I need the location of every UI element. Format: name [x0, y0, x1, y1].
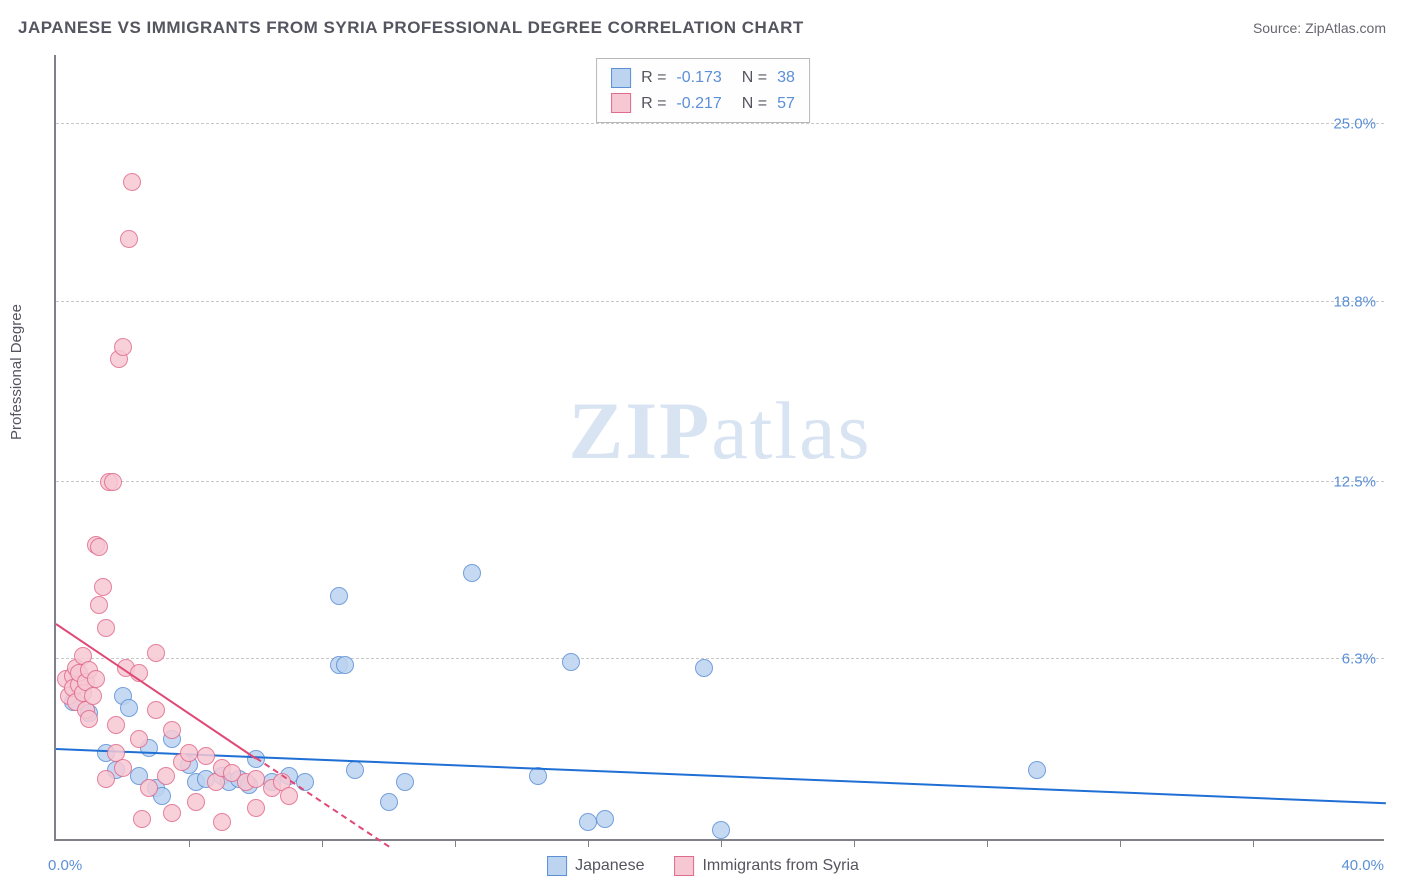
- data-point: [147, 701, 165, 719]
- watermark-rest: atlas: [711, 385, 871, 476]
- plot-area: ZIPatlas 6.3% 12.5% 18.8% 25.0%: [54, 55, 1384, 841]
- data-point: [84, 687, 102, 705]
- data-point: [712, 821, 730, 839]
- x-tick: [1120, 839, 1121, 847]
- legend-r-value: -0.217: [676, 91, 721, 117]
- data-point: [180, 744, 198, 762]
- y-tick-label: 25.0%: [1333, 116, 1376, 133]
- legend-r-label: R =: [641, 65, 666, 91]
- data-point: [140, 779, 158, 797]
- gridline-h: [56, 301, 1384, 302]
- data-point: [114, 338, 132, 356]
- data-point: [123, 173, 141, 191]
- legend-correlation: R = -0.173 N = 38 R = -0.217 N = 57: [596, 58, 810, 123]
- data-point: [330, 587, 348, 605]
- data-point: [1028, 761, 1046, 779]
- gridline-h: [56, 123, 1384, 124]
- y-tick-label: 6.3%: [1342, 650, 1376, 667]
- data-point: [247, 799, 265, 817]
- data-point: [380, 793, 398, 811]
- legend-swatch: [611, 93, 631, 113]
- data-point: [562, 653, 580, 671]
- x-tick: [987, 839, 988, 847]
- data-point: [90, 596, 108, 614]
- source-attribution: Source: ZipAtlas.com: [1253, 20, 1386, 36]
- watermark-bold: ZIP: [569, 385, 712, 476]
- data-point: [463, 564, 481, 582]
- chart-title: JAPANESE VS IMMIGRANTS FROM SYRIA PROFES…: [18, 18, 804, 38]
- data-point: [157, 767, 175, 785]
- data-point: [97, 770, 115, 788]
- legend-swatch: [547, 856, 567, 876]
- data-point: [579, 813, 597, 831]
- data-point: [120, 230, 138, 248]
- data-point: [346, 761, 364, 779]
- data-point: [596, 810, 614, 828]
- data-point: [336, 656, 354, 674]
- axis-xmax-label: 40.0%: [1341, 857, 1384, 874]
- x-tick: [189, 839, 190, 847]
- y-tick-label: 18.8%: [1333, 293, 1376, 310]
- x-tick: [1253, 839, 1254, 847]
- data-point: [213, 813, 231, 831]
- trend-line: [255, 757, 389, 847]
- data-point: [187, 793, 205, 811]
- data-point: [280, 787, 298, 805]
- data-point: [197, 747, 215, 765]
- legend-row: R = -0.173 N = 38: [611, 65, 795, 91]
- data-point: [90, 538, 108, 556]
- data-point: [396, 773, 414, 791]
- legend-series-name: Japanese: [575, 857, 644, 875]
- data-point: [104, 473, 122, 491]
- data-point: [130, 730, 148, 748]
- data-point: [80, 710, 98, 728]
- data-point: [94, 578, 112, 596]
- data-point: [163, 721, 181, 739]
- x-tick: [322, 839, 323, 847]
- data-point: [147, 644, 165, 662]
- data-point: [247, 770, 265, 788]
- legend-item: Japanese: [547, 856, 644, 876]
- legend-series-name: Immigrants from Syria: [702, 857, 858, 875]
- legend-r-value: -0.173: [676, 65, 721, 91]
- data-point: [133, 810, 151, 828]
- axis-origin-label: 0.0%: [48, 857, 82, 874]
- legend-swatch: [611, 68, 631, 88]
- x-tick: [721, 839, 722, 847]
- gridline-h: [56, 658, 1384, 659]
- x-tick: [854, 839, 855, 847]
- data-point: [97, 619, 115, 637]
- legend-n-label: N =: [742, 65, 767, 91]
- gridline-h: [56, 481, 1384, 482]
- legend-item: Immigrants from Syria: [674, 856, 858, 876]
- data-point: [120, 699, 138, 717]
- data-point: [87, 670, 105, 688]
- data-point: [114, 759, 132, 777]
- x-tick: [588, 839, 589, 847]
- x-tick: [455, 839, 456, 847]
- legend-n-label: N =: [742, 91, 767, 117]
- data-point: [163, 804, 181, 822]
- data-point: [107, 716, 125, 734]
- legend-n-value: 38: [777, 65, 795, 91]
- y-axis-label: Professional Degree: [8, 304, 25, 440]
- data-point: [695, 659, 713, 677]
- legend-n-value: 57: [777, 91, 795, 117]
- legend-swatch: [674, 856, 694, 876]
- legend-series: Japanese Immigrants from Syria: [547, 856, 859, 876]
- y-tick-label: 12.5%: [1333, 473, 1376, 490]
- legend-r-label: R =: [641, 91, 666, 117]
- legend-row: R = -0.217 N = 57: [611, 91, 795, 117]
- watermark: ZIPatlas: [569, 384, 872, 478]
